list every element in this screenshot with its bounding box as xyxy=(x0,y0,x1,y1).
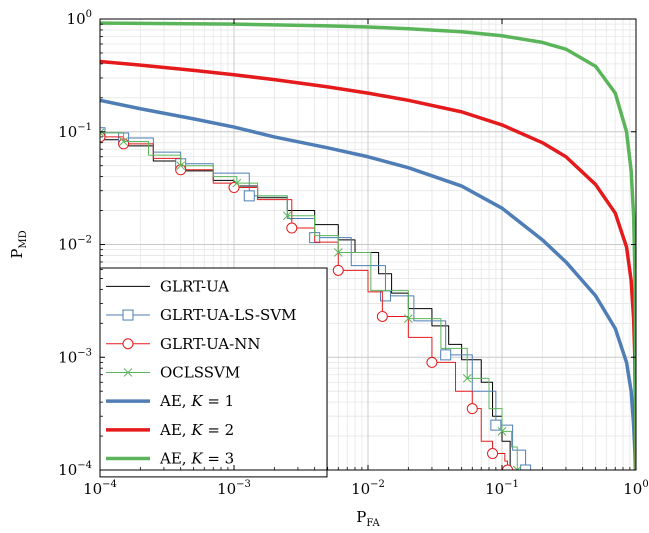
legend-label: AE, K = 2 xyxy=(159,421,234,439)
legend-entry-3: GLRT-UA-NN xyxy=(106,335,260,353)
series-5 xyxy=(100,98,636,470)
square-marker xyxy=(243,190,255,202)
legend-entry-2: GLRT-UA-LS-SVM xyxy=(106,306,297,324)
legend-entry-4: OCLSSVM xyxy=(106,363,240,381)
legend-label: AE, K = 3 xyxy=(159,450,234,468)
cross-marker xyxy=(119,137,128,146)
x-tick-label: 100 xyxy=(623,479,648,498)
cross-marker xyxy=(512,465,522,470)
y-axis-label-sub: MD xyxy=(18,230,29,248)
series-line-4 xyxy=(100,132,518,470)
legend-label: GLRT-UA-LS-SVM xyxy=(160,306,297,324)
x-tick-label: 10−2 xyxy=(351,479,385,498)
y-tick-label: 100 xyxy=(67,9,92,28)
series-line-2 xyxy=(100,132,533,470)
cross-marker xyxy=(100,128,105,138)
series-line-3 xyxy=(100,136,509,470)
series-7 xyxy=(100,21,636,470)
square-marker xyxy=(520,464,532,470)
x-tick-label: 10−1 xyxy=(485,479,519,498)
cross-marker xyxy=(123,368,133,377)
y-tick-label: 10−3 xyxy=(58,347,92,366)
y-axis-label: PMD xyxy=(8,230,29,258)
x-tick-label: 10−3 xyxy=(217,479,251,498)
circle-marker xyxy=(228,182,240,194)
series-3 xyxy=(100,131,514,470)
legend-label: AE, K = 1 xyxy=(159,392,234,410)
circle-marker xyxy=(502,464,514,470)
legend: GLRT-UA GLRT-UA-LS-SVM GLRT-UA-NN OCLSSVM AE… xyxy=(99,267,328,478)
circle-marker xyxy=(426,356,438,368)
circle-marker xyxy=(376,310,388,322)
series-6 xyxy=(100,59,636,470)
legend-label: GLRT-UA xyxy=(160,277,229,295)
circle-marker xyxy=(286,222,298,234)
square-marker xyxy=(490,419,502,431)
y-tick-label: 10−1 xyxy=(58,122,92,141)
axis-ticks: 10−4 10−3 10−2 10−1 100 10−4 10−3 10−2 10−1 100 xyxy=(58,9,649,498)
cross-marker xyxy=(403,314,413,323)
legend-entry-1: GLRT-UA xyxy=(106,277,229,295)
circle-marker xyxy=(487,448,499,460)
y-axis-label-main: P xyxy=(8,249,26,259)
cross-marker xyxy=(232,178,242,188)
legend-entry-6: AE, K = 2 xyxy=(106,421,234,439)
cross-marker xyxy=(282,211,292,221)
series-line-7 xyxy=(100,21,636,470)
circle-marker xyxy=(466,403,478,415)
cross-marker xyxy=(462,373,472,383)
series-layer xyxy=(100,21,636,470)
circle-marker xyxy=(122,338,134,350)
legend-entry-7: AE, K = 3 xyxy=(106,450,234,468)
series-line-5 xyxy=(100,98,636,470)
square-marker xyxy=(122,309,134,321)
x-axis-label: PFA xyxy=(356,508,380,529)
y-tick-label: 10−4 xyxy=(58,460,92,479)
legend-label: OCLSSVM xyxy=(160,363,240,381)
series-line-6 xyxy=(100,59,636,470)
series-4 xyxy=(100,128,522,470)
x-axis-label-sub: FA xyxy=(366,518,380,529)
legend-entry-5: AE, K = 1 xyxy=(106,392,234,410)
cross-marker xyxy=(497,427,507,436)
legend-label: GLRT-UA-NN xyxy=(160,335,260,353)
square-marker xyxy=(440,349,452,361)
x-axis-label-main: P xyxy=(356,508,366,526)
cross-marker xyxy=(176,161,186,171)
circle-marker xyxy=(332,264,344,276)
cross-marker xyxy=(333,248,343,257)
x-tick-label: 10−4 xyxy=(83,479,117,498)
y-tick-label: 10−2 xyxy=(58,235,92,254)
